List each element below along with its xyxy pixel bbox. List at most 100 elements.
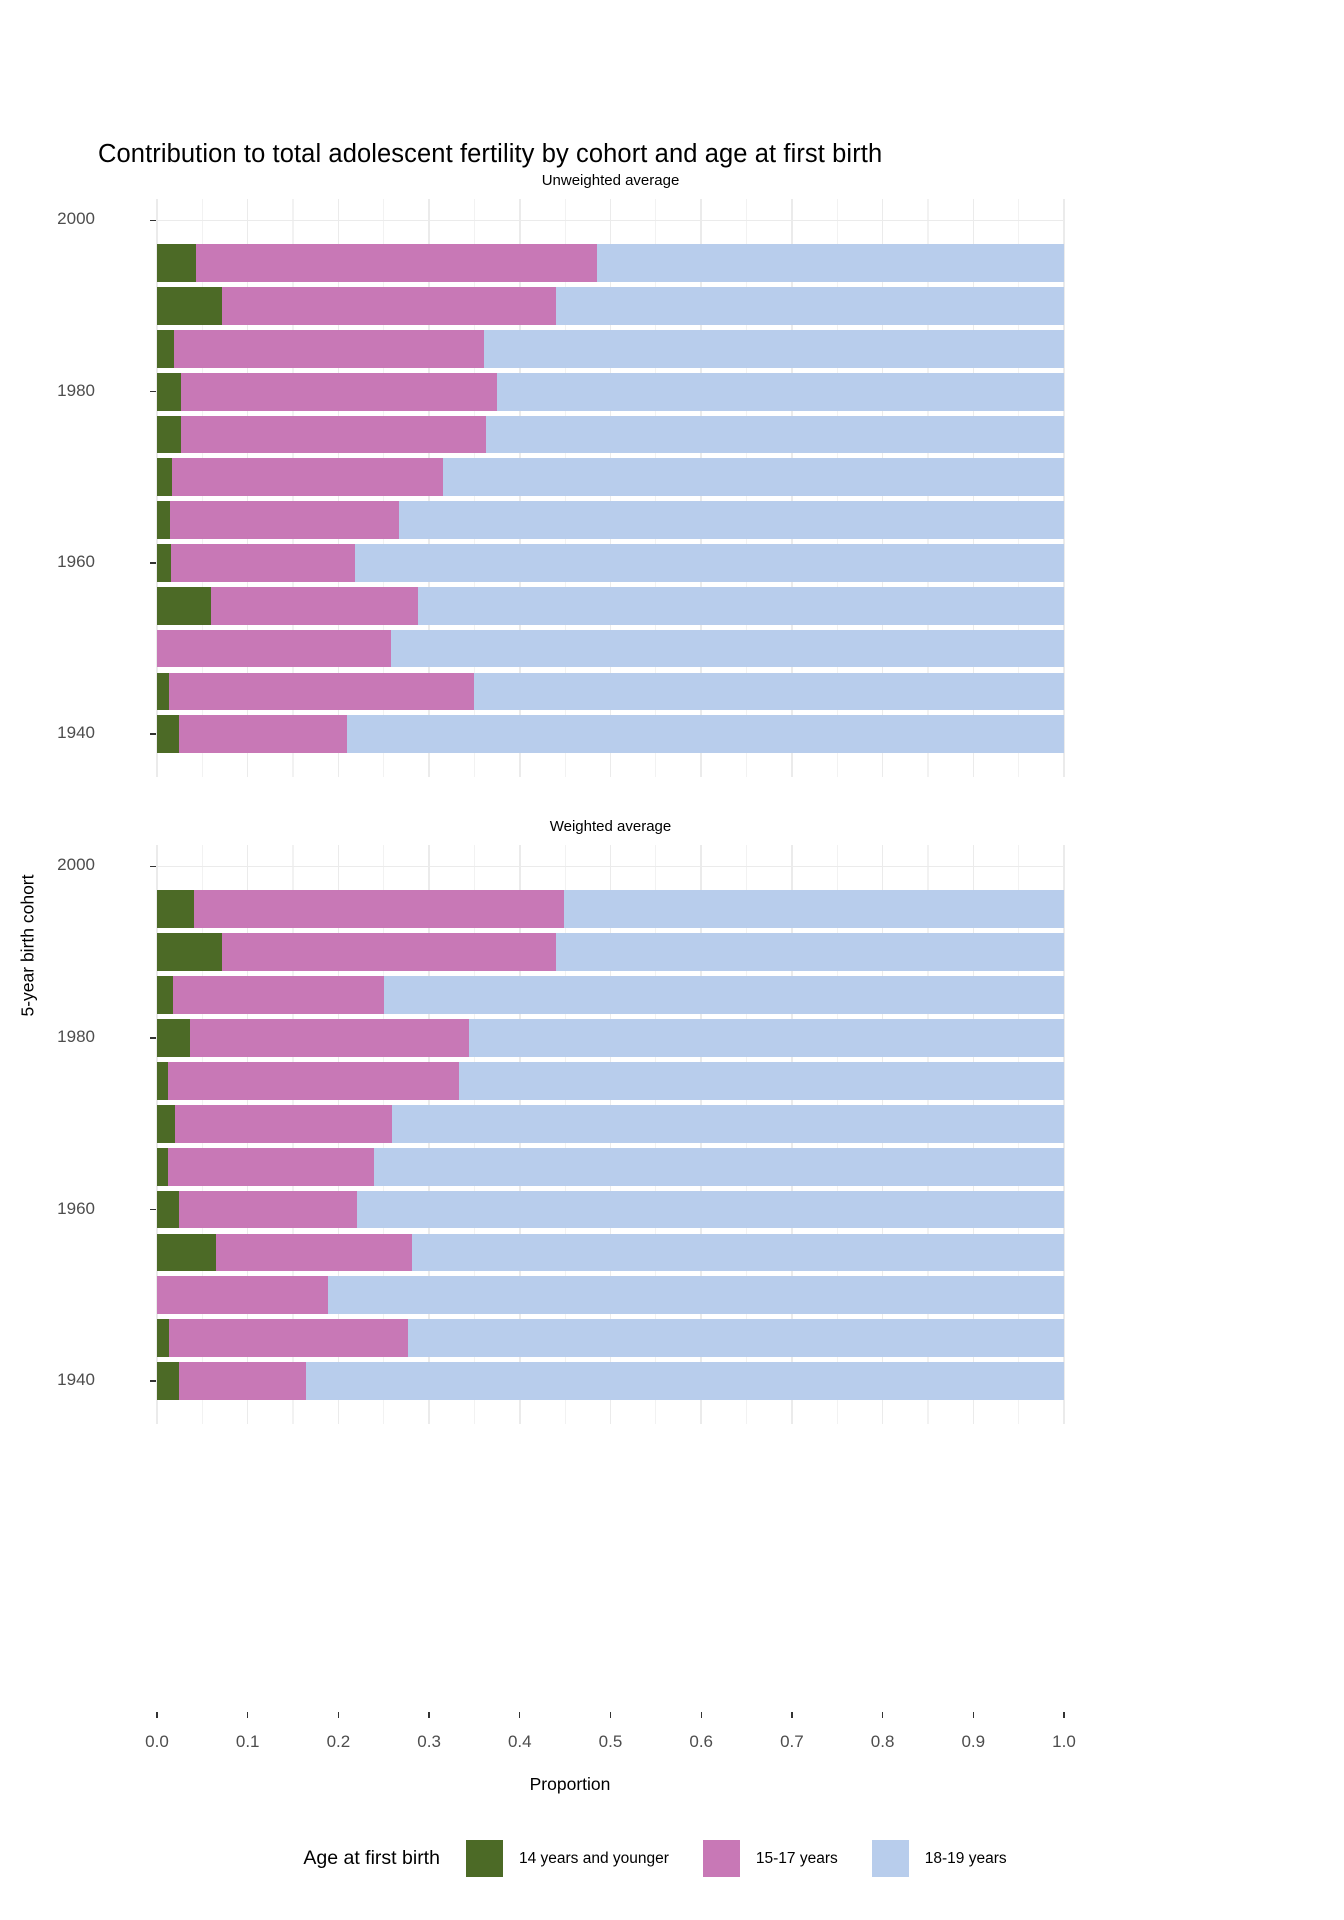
legend-item-label: 18-19 years bbox=[924, 1849, 1007, 1867]
bar-segment bbox=[442, 458, 1064, 497]
bar-segment bbox=[157, 1147, 168, 1186]
legend-item[interactable]: 15-17 years bbox=[702, 1840, 838, 1877]
bar-segment bbox=[486, 415, 1064, 454]
bar-segment bbox=[157, 415, 182, 454]
legend-color-swatch bbox=[871, 1840, 909, 1877]
bar-segment bbox=[459, 1062, 1064, 1100]
x-axis-tick-mark bbox=[972, 1712, 974, 1718]
bar-segment bbox=[167, 1147, 374, 1186]
bar-segment bbox=[411, 1233, 1064, 1272]
panel-strip-label: Unweighted average bbox=[541, 172, 680, 189]
bar-segment bbox=[556, 287, 1064, 325]
bar-row bbox=[157, 372, 1064, 411]
gridline-vertical bbox=[1063, 845, 1065, 1424]
legend-item-label: 14 years and younger bbox=[518, 1849, 669, 1867]
x-axis-tick-label: 0.9 bbox=[961, 1732, 986, 1751]
bar-segment bbox=[157, 1233, 216, 1272]
bar-segment bbox=[391, 629, 1064, 668]
bar-segment bbox=[181, 415, 487, 454]
bar-segment bbox=[391, 1104, 1064, 1143]
bar-segment bbox=[170, 544, 355, 582]
bar-segment bbox=[556, 933, 1064, 972]
bar-row bbox=[157, 933, 1064, 972]
gridline-horizontal bbox=[157, 865, 1064, 868]
bar-segment bbox=[157, 629, 391, 668]
bar-segment bbox=[474, 672, 1064, 711]
bar-row bbox=[157, 287, 1064, 325]
x-axis-tick-mark bbox=[1063, 1712, 1065, 1718]
bar-row bbox=[157, 1019, 1064, 1057]
y-axis-tick-label: 1980 bbox=[57, 380, 95, 400]
y-axis-tick-label: 2000 bbox=[57, 855, 95, 875]
bar-row bbox=[157, 244, 1064, 283]
x-axis-tick-label: 0.1 bbox=[235, 1732, 260, 1751]
bar-row bbox=[157, 415, 1064, 454]
y-axis-tick-label: 1980 bbox=[57, 1027, 95, 1046]
bar-row bbox=[157, 1147, 1064, 1186]
bar-segment bbox=[168, 672, 475, 711]
bar-row bbox=[157, 629, 1064, 668]
bar-segment bbox=[347, 715, 1064, 754]
x-axis-tick-label: 0.2 bbox=[326, 1732, 351, 1751]
y-axis-tick-mark bbox=[150, 562, 156, 564]
x-axis-tick-label: 0.6 bbox=[689, 1732, 713, 1751]
bar-segment bbox=[157, 933, 223, 972]
legend-items: 14 years and younger 15-17 years 18-19 yea… bbox=[465, 1840, 1041, 1877]
bar-row bbox=[157, 544, 1064, 582]
bar-segment bbox=[305, 1362, 1064, 1400]
bar-segment bbox=[211, 586, 419, 625]
bar-segment bbox=[157, 544, 171, 582]
bar-segment bbox=[168, 1319, 409, 1358]
bar-segment bbox=[157, 244, 196, 283]
bar-segment bbox=[178, 1362, 306, 1400]
legend-color-swatch bbox=[702, 1840, 740, 1877]
bar-segment bbox=[596, 244, 1064, 283]
y-axis-tick-mark bbox=[150, 1208, 156, 1211]
x-axis-tick-label: 0.7 bbox=[780, 1732, 804, 1751]
x-axis-tick-label: 0.5 bbox=[598, 1732, 623, 1751]
bar-row bbox=[157, 586, 1064, 625]
bar-row bbox=[157, 330, 1064, 368]
bar-segment bbox=[189, 1019, 469, 1057]
bar-segment bbox=[157, 1190, 179, 1229]
bar-segment bbox=[173, 976, 384, 1014]
bar-segment bbox=[157, 501, 170, 539]
legend-item[interactable]: 14 years and younger bbox=[465, 1840, 669, 1877]
chart-panel bbox=[156, 199, 1065, 777]
bar-segment bbox=[157, 458, 172, 497]
bar-segment bbox=[564, 890, 1064, 929]
bar-segment bbox=[157, 890, 195, 929]
legend-item[interactable]: 18-19 years bbox=[871, 1840, 1007, 1877]
bar-segment bbox=[157, 1104, 176, 1143]
bar-segment bbox=[178, 1190, 357, 1229]
y-axis-title: 5-year birth cohort bbox=[17, 874, 38, 1017]
x-axis-tick-mark bbox=[609, 1712, 612, 1718]
bar-row bbox=[157, 1062, 1064, 1100]
bar-segment bbox=[497, 372, 1064, 411]
x-axis-tick-mark bbox=[247, 1712, 249, 1718]
panel-strip-label: Weighted average bbox=[549, 818, 672, 835]
gridline-vertical bbox=[1063, 199, 1065, 777]
x-axis-tick-mark bbox=[156, 1712, 158, 1718]
bar-segment bbox=[174, 330, 484, 368]
bar-segment bbox=[157, 976, 174, 1014]
bar-segment bbox=[157, 715, 179, 754]
bar-row bbox=[157, 890, 1064, 929]
bar-segment bbox=[157, 586, 212, 625]
chart-title: Contribution to total adolescent fertili… bbox=[98, 140, 883, 168]
bar-row bbox=[157, 1233, 1064, 1272]
bar-segment bbox=[483, 330, 1064, 368]
bar-row bbox=[157, 976, 1064, 1014]
bar-row bbox=[157, 1190, 1064, 1229]
bar-segment bbox=[356, 1190, 1064, 1229]
y-axis-tick-mark bbox=[150, 1037, 156, 1039]
legend-color-swatch bbox=[465, 1840, 503, 1877]
x-axis-tick-mark bbox=[791, 1712, 793, 1718]
bar-row bbox=[157, 1362, 1064, 1400]
bar-segment bbox=[328, 1276, 1064, 1315]
y-axis-tick-mark bbox=[150, 390, 156, 393]
bar-segment bbox=[175, 1104, 392, 1143]
bar-segment bbox=[157, 287, 223, 325]
bar-row bbox=[157, 715, 1064, 754]
